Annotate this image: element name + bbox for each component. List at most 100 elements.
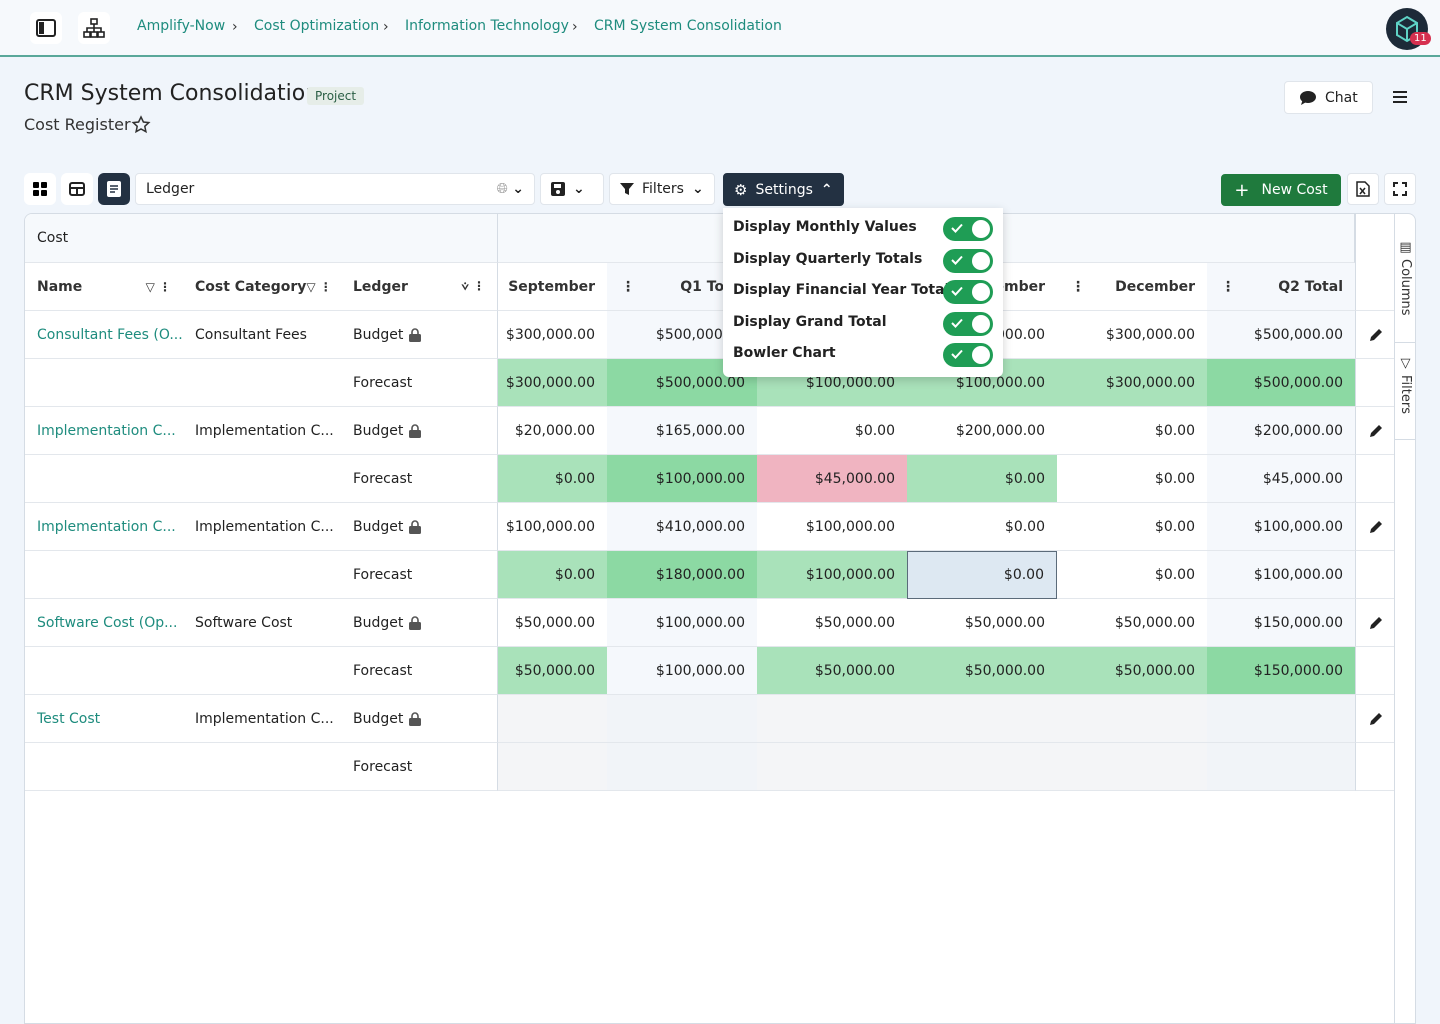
value-cell[interactable]: $300,000.00	[498, 359, 607, 407]
breadcrumb[interactable]: Amplify-Now	[137, 18, 226, 34]
value-cell[interactable]: $100,000.00	[1207, 503, 1355, 551]
value-cell[interactable]: $300,000.00	[1057, 359, 1207, 407]
edit-icon[interactable]	[1369, 424, 1383, 438]
value-cell[interactable]: $100,000.00	[757, 503, 907, 551]
value-cell[interactable]: $500,000.00	[1207, 359, 1355, 407]
ledger-cell: Budget	[341, 311, 498, 359]
setting-toggle[interactable]	[943, 248, 993, 273]
value-cell[interactable]: $50,000.00	[757, 647, 907, 695]
favorite-star[interactable]	[131, 115, 151, 135]
view-ledger[interactable]	[98, 173, 130, 205]
value-cell[interactable]: $100,000.00	[757, 551, 907, 599]
header-icon[interactable]: ▽ ⋮	[306, 279, 332, 294]
save-button[interactable]: ⌄	[540, 173, 604, 205]
value-cell[interactable]: $50,000.00	[498, 599, 607, 647]
value-cell[interactable]	[907, 743, 1057, 791]
value-cell[interactable]: $100,000.00	[607, 599, 757, 647]
cost-name[interactable]: Test Cost	[25, 695, 183, 743]
sidebar-toggle[interactable]	[30, 12, 62, 44]
setting-toggle[interactable]	[943, 280, 993, 304]
value-cell[interactable]	[1057, 695, 1207, 743]
value-cell[interactable]	[1207, 743, 1355, 791]
ledger-cell: Budget	[341, 407, 498, 455]
view-table[interactable]	[61, 173, 93, 205]
value-cell[interactable]: $150,000.00	[1207, 599, 1355, 647]
cost-name[interactable]: Implementation C...	[25, 503, 183, 551]
value-cell[interactable]	[907, 695, 1057, 743]
value-cell[interactable]: $200,000.00	[1207, 407, 1355, 455]
fullscreen[interactable]	[1384, 173, 1416, 205]
value-cell[interactable]: $0.00	[1057, 551, 1207, 599]
header-icon[interactable]: ▽ ⋮	[145, 279, 171, 294]
side-tab-filters[interactable]: ▽ Filters	[1395, 356, 1415, 426]
value-cell[interactable]: $100,000.00	[607, 455, 757, 503]
setting-toggle[interactable]	[943, 311, 993, 336]
value-cell[interactable]: $45,000.00	[757, 455, 907, 503]
breadcrumb[interactable]: Cost Optimization	[254, 18, 380, 34]
value-cell[interactable]: $0.00	[907, 503, 1057, 551]
value-cell[interactable]: $0.00	[1057, 407, 1207, 455]
edit-icon[interactable]	[1369, 520, 1383, 534]
view-select[interactable]: Ledger 🌐︎ ⌄	[135, 173, 535, 205]
edit-icon[interactable]	[1369, 328, 1383, 342]
filters-button[interactable]: Filters ⌄	[609, 173, 715, 205]
value-cell[interactable]: $20,000.00	[498, 407, 607, 455]
cost-name[interactable]: Consultant Fees (O...	[25, 311, 183, 359]
value-cell[interactable]: $50,000.00	[907, 599, 1057, 647]
breadcrumb[interactable]: Information Technology	[405, 18, 569, 34]
column-menu[interactable]: ⋮	[1071, 278, 1085, 295]
new-cost-button[interactable]: + New Cost	[1221, 174, 1341, 206]
header-icon[interactable]: ⩒ ⋮	[461, 279, 485, 293]
setting-toggle[interactable]	[943, 217, 993, 241]
value-cell[interactable]: $100,000.00	[607, 647, 757, 695]
setting-toggle[interactable]	[943, 343, 993, 367]
value-cell[interactable]	[1207, 695, 1355, 743]
value-cell[interactable]: $50,000.00	[907, 647, 1057, 695]
value-cell[interactable]	[607, 695, 757, 743]
value-cell[interactable]	[498, 743, 607, 791]
breadcrumb[interactable]: CRM System Consolidation	[594, 18, 782, 34]
value-cell[interactable]: $50,000.00	[1057, 647, 1207, 695]
value-cell[interactable]: $0.00	[498, 551, 607, 599]
value-cell[interactable]: $300,000.00	[498, 311, 607, 359]
value-cell[interactable]: $0.00	[757, 407, 907, 455]
menu-button[interactable]	[1392, 89, 1408, 105]
value-cell[interactable]: $50,000.00	[757, 599, 907, 647]
value-cell[interactable]: $50,000.00	[1057, 599, 1207, 647]
value-cell[interactable]: $0.00	[1057, 503, 1207, 551]
value-cell[interactable]: $200,000.00	[907, 407, 1057, 455]
hierarchy-button[interactable]	[78, 12, 110, 44]
value-cell[interactable]: $0.00	[1057, 455, 1207, 503]
value-cell[interactable]	[757, 695, 907, 743]
value-cell[interactable]	[757, 743, 907, 791]
value-cell[interactable]	[498, 695, 607, 743]
view-tiles[interactable]	[24, 173, 56, 205]
settings-button[interactable]: ⚙ Settings ⌃	[723, 173, 844, 206]
edit-icon[interactable]	[1369, 616, 1383, 630]
value-cell[interactable]: $165,000.00	[607, 407, 757, 455]
value-cell[interactable]: $500,000.00	[1207, 311, 1355, 359]
side-tab-columns[interactable]: ▤ Columns	[1395, 240, 1415, 320]
edit-icon[interactable]	[1369, 712, 1383, 726]
value-cell[interactable]: $410,000.00	[607, 503, 757, 551]
cost-name[interactable]: Implementation C...	[25, 407, 183, 455]
export-excel[interactable]	[1347, 173, 1379, 205]
value-cell[interactable]: $100,000.00	[498, 503, 607, 551]
value-cell[interactable]: $50,000.00	[498, 647, 607, 695]
value-cell[interactable]: $100,000.00	[1207, 551, 1355, 599]
avatar[interactable]: 11	[1386, 8, 1431, 50]
table-body-edge	[1394, 214, 1395, 1023]
value-cell[interactable]: $45,000.00	[1207, 455, 1355, 503]
value-cell[interactable]: $0.00	[907, 455, 1057, 503]
cost-name[interactable]: Software Cost (Op...	[25, 599, 183, 647]
value-cell[interactable]: $0.00	[907, 551, 1057, 599]
column-menu[interactable]: ⋮	[621, 278, 635, 295]
value-cell[interactable]: $0.00	[498, 455, 607, 503]
chat-button[interactable]: Chat	[1284, 81, 1373, 114]
value-cell[interactable]: $150,000.00	[1207, 647, 1355, 695]
value-cell[interactable]	[607, 743, 757, 791]
value-cell[interactable]: $180,000.00	[607, 551, 757, 599]
value-cell[interactable]: $300,000.00	[1057, 311, 1207, 359]
value-cell[interactable]	[1057, 743, 1207, 791]
column-menu[interactable]: ⋮	[1221, 278, 1235, 295]
